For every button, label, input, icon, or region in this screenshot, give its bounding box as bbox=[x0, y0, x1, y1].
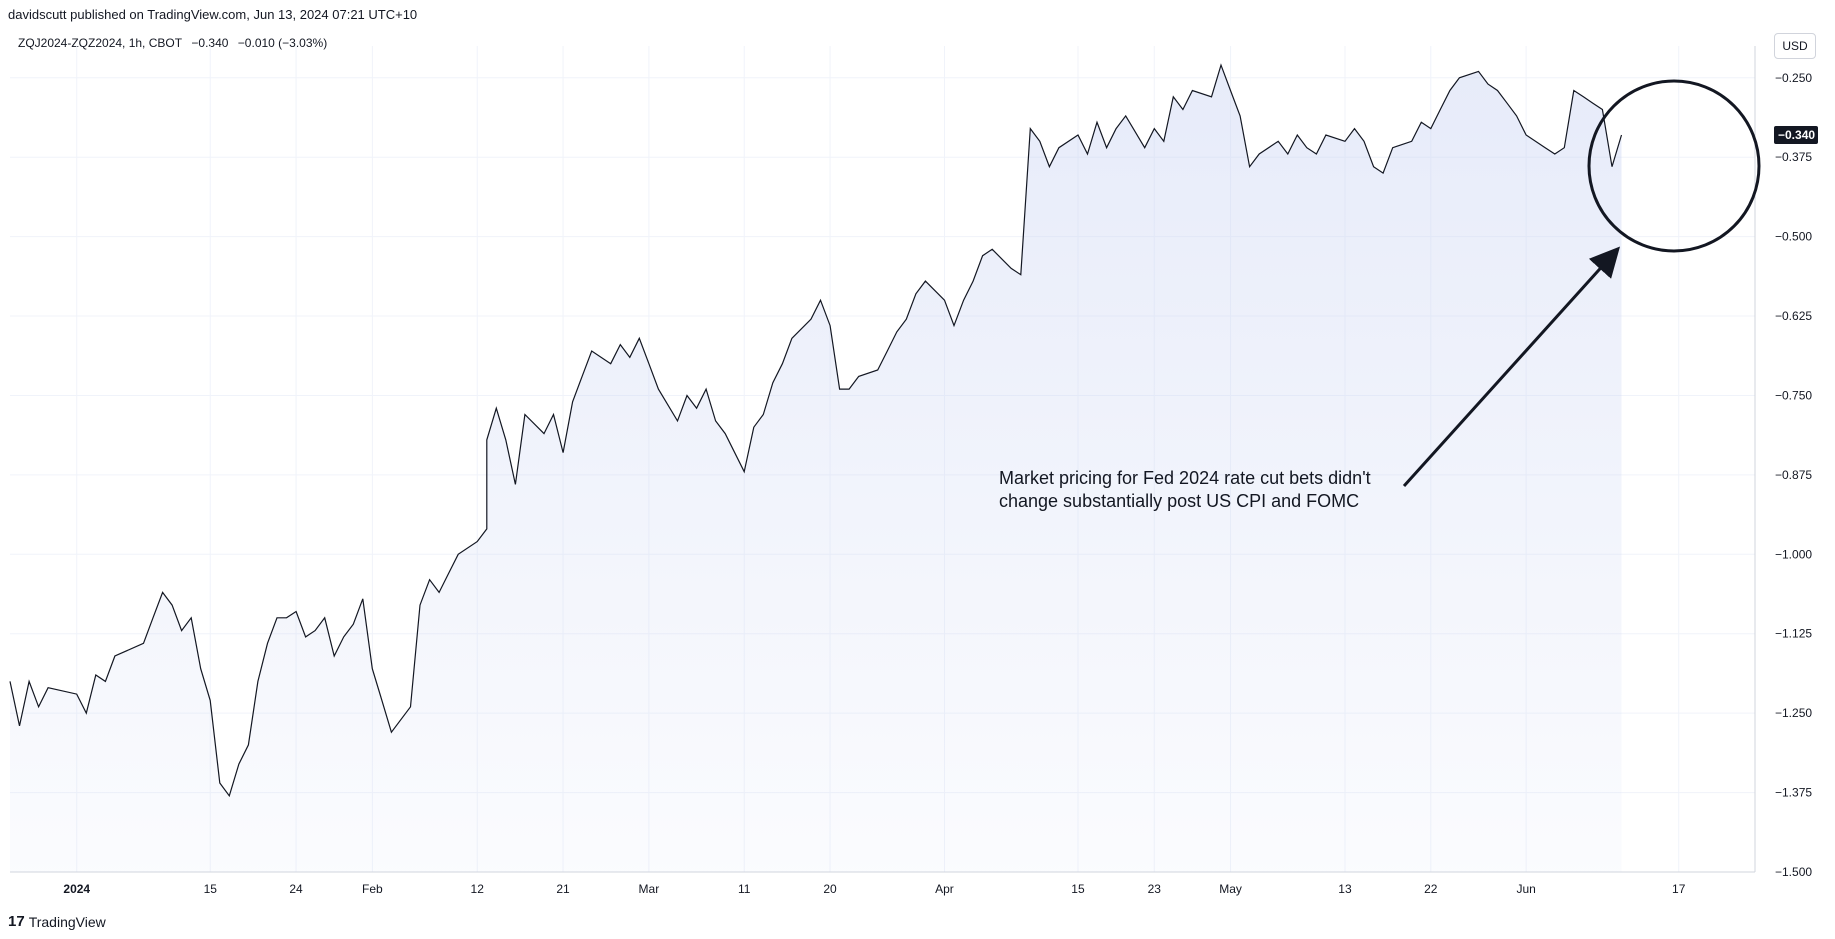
x-tick-label: 11 bbox=[738, 882, 751, 896]
x-tick-label: 2024 bbox=[63, 882, 90, 896]
x-tick-label: 22 bbox=[1424, 882, 1438, 896]
symbol-name[interactable]: ZQJ2024-ZQZ2024, 1h, CBOT bbox=[18, 36, 183, 50]
annotation-line-1: Market pricing for Fed 2024 rate cut bet… bbox=[999, 468, 1371, 488]
x-tick-label: 12 bbox=[471, 882, 485, 896]
change-value: −0.010 (−3.03%) bbox=[237, 36, 328, 50]
x-tick-label: Apr bbox=[935, 882, 954, 896]
y-tick-label: −0.375 bbox=[1775, 150, 1812, 164]
x-tick-label: May bbox=[1219, 882, 1242, 896]
x-tick-label: 24 bbox=[289, 882, 303, 896]
series-line bbox=[9, 63, 1623, 798]
last-price-badge bbox=[1774, 125, 1818, 144]
y-tick-label: −0.625 bbox=[1775, 309, 1812, 323]
published-header: davidscutt published on TradingView.com,… bbox=[8, 7, 418, 22]
last-price-label: −0.340 bbox=[1774, 125, 1818, 144]
x-tick-label: Jun bbox=[1516, 882, 1535, 896]
currency-button[interactable]: USD bbox=[1774, 33, 1816, 59]
y-tick-label: −1.000 bbox=[1775, 547, 1812, 561]
y-tick-label: −1.125 bbox=[1775, 627, 1812, 641]
price-axis[interactable]: −0.250 −0.375 −0.500 −0.625 −0.750 −0.875 −1.0… bbox=[1775, 71, 1812, 879]
x-tick-label: 13 bbox=[1338, 882, 1352, 896]
area-fill bbox=[10, 65, 1622, 873]
y-tick-label: −0.875 bbox=[1775, 468, 1812, 482]
last-value: −0.340 bbox=[191, 36, 229, 50]
annotation-line-2: change substantially post US CPI and FOM… bbox=[999, 491, 1359, 511]
brand-name: TradingView bbox=[28, 913, 106, 930]
x-tick-label: 20 bbox=[823, 882, 837, 896]
tradingview-logo-icon: 17 bbox=[8, 913, 25, 930]
x-tick-label: 15 bbox=[1071, 882, 1085, 896]
x-tick-label: Mar bbox=[639, 882, 660, 896]
y-tick-label: −0.500 bbox=[1775, 230, 1812, 244]
time-axis[interactable]: 2024 15 24 Feb 12 21 Mar 11 20 Apr 15 23 May 13 22 Jun 1… bbox=[63, 882, 1685, 896]
x-tick-label: 17 bbox=[1672, 882, 1686, 896]
y-tick-label: −1.250 bbox=[1775, 706, 1812, 720]
y-tick-label: −0.250 bbox=[1775, 71, 1812, 85]
x-tick-label: Feb bbox=[362, 882, 383, 896]
tradingview-footer[interactable]: 17 TradingView bbox=[8, 913, 106, 930]
y-tick-label: −0.750 bbox=[1775, 388, 1812, 402]
y-tick-label: −1.500 bbox=[1775, 865, 1812, 879]
annotation-arrow bbox=[1402, 246, 1621, 488]
x-tick-label: 15 bbox=[204, 882, 218, 896]
last-price-text: −0.340 bbox=[1778, 128, 1815, 142]
y-tick-label: −1.375 bbox=[1775, 786, 1812, 800]
symbol-legend: ZQJ2024-ZQZ2024, 1h, CBOT −0.340 −0.010 … bbox=[18, 36, 333, 50]
x-tick-label: 21 bbox=[556, 882, 570, 896]
highlight-circle bbox=[1587, 79, 1761, 253]
x-tick-label: 23 bbox=[1148, 882, 1162, 896]
